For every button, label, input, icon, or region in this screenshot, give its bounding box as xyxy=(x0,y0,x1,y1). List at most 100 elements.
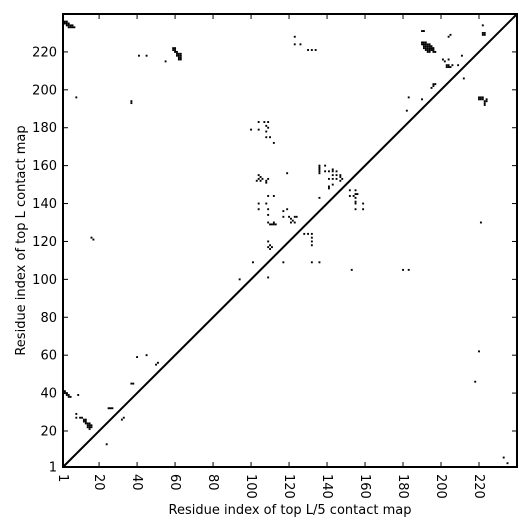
contact-point xyxy=(362,202,365,205)
contact-point xyxy=(267,240,270,243)
contact-point xyxy=(71,26,74,29)
contact-point xyxy=(310,240,313,243)
x-tick-label: 200 xyxy=(433,474,448,499)
contact-point xyxy=(481,33,484,36)
contact-point xyxy=(432,83,435,86)
contact-point xyxy=(428,43,431,46)
contact-point xyxy=(92,238,95,241)
contact-point xyxy=(318,196,321,199)
contact-point xyxy=(318,261,321,264)
contact-point xyxy=(318,168,321,171)
contact-point xyxy=(69,395,72,398)
contact-point xyxy=(293,35,296,38)
contact-point xyxy=(265,202,268,205)
contact-point xyxy=(303,232,306,235)
contact-point xyxy=(428,45,431,48)
contact-point xyxy=(354,189,357,192)
contact-point xyxy=(483,100,486,103)
contact-point xyxy=(331,168,334,171)
contact-point xyxy=(335,170,338,173)
contact-point xyxy=(502,456,505,459)
contact-point xyxy=(339,176,342,178)
contact-point xyxy=(255,179,258,182)
x-tick-label: 20 xyxy=(91,474,106,491)
contact-point xyxy=(424,43,427,46)
plot-frame xyxy=(62,13,518,468)
contact-point xyxy=(430,45,433,48)
contact-point xyxy=(238,278,241,281)
contact-point xyxy=(269,244,271,247)
contact-point xyxy=(428,47,431,50)
contact-point xyxy=(286,208,289,211)
y-tick-label: 200 xyxy=(32,83,57,98)
y-tick-label: 140 xyxy=(32,197,57,212)
contact-point xyxy=(84,420,87,423)
contact-point xyxy=(405,109,408,112)
x-tick-label: 180 xyxy=(395,474,410,499)
x-tick-label: 120 xyxy=(281,474,296,499)
contact-point xyxy=(111,407,114,410)
contact-point xyxy=(447,35,450,38)
contact-point xyxy=(483,102,486,105)
contact-point xyxy=(402,268,404,271)
contact-point xyxy=(356,193,359,196)
contact-point xyxy=(130,382,133,385)
contact-point xyxy=(250,128,253,131)
contact-point xyxy=(71,24,74,27)
contact-point xyxy=(130,100,133,103)
contact-point xyxy=(259,179,262,182)
contact-point xyxy=(265,181,268,184)
contact-point xyxy=(428,50,431,53)
contact-point xyxy=(443,60,446,63)
contact-point xyxy=(485,98,488,101)
contact-point xyxy=(75,412,78,415)
axis-ticks: 1 20 40 60 80 100 120 140 160 180 200 2201204060801… xyxy=(32,14,517,499)
contact-point xyxy=(257,174,260,177)
contact-point xyxy=(331,177,334,180)
contact-point xyxy=(327,185,330,188)
contact-point xyxy=(407,268,410,271)
contact-point xyxy=(310,244,313,247)
y-tick-label: 80 xyxy=(40,311,57,326)
contact-point xyxy=(430,47,433,50)
contact-point xyxy=(177,54,180,57)
contact-point xyxy=(354,202,357,205)
x-axis-label: Residue index of top L/5 contact map xyxy=(169,503,412,518)
contact-point xyxy=(269,248,271,250)
contact-point xyxy=(422,43,425,46)
contact-point xyxy=(65,22,68,25)
contact-point xyxy=(120,418,123,421)
contact-point xyxy=(483,32,486,34)
x-tick-label: 40 xyxy=(129,474,144,491)
contact-point xyxy=(318,172,321,175)
contact-point xyxy=(271,223,273,226)
x-tick-label: 60 xyxy=(167,474,182,491)
contact-point xyxy=(86,422,89,425)
contact-point xyxy=(105,443,108,446)
contact-point xyxy=(174,50,177,53)
contact-point xyxy=(282,261,285,264)
diagonal-line xyxy=(62,13,518,468)
contact-point xyxy=(136,356,139,359)
contact-point xyxy=(299,43,302,46)
contact-point xyxy=(348,195,351,197)
contact-point xyxy=(432,47,435,50)
contact-point xyxy=(90,426,93,429)
contact-point xyxy=(267,177,270,180)
contact-point xyxy=(434,83,437,86)
contact-point xyxy=(267,246,270,249)
contact-point xyxy=(269,223,271,226)
contact-point xyxy=(314,49,317,51)
contact-point xyxy=(86,426,89,429)
contact-point xyxy=(259,176,262,178)
contact-point xyxy=(421,98,423,101)
contact-point xyxy=(130,102,133,105)
contact-point xyxy=(265,179,268,182)
contact-point xyxy=(84,418,87,421)
contact-point xyxy=(172,47,175,50)
contact-point xyxy=(267,126,270,129)
contact-point xyxy=(424,41,427,44)
contact-point xyxy=(422,30,425,33)
contact-point xyxy=(426,43,429,46)
contact-point xyxy=(457,64,460,67)
